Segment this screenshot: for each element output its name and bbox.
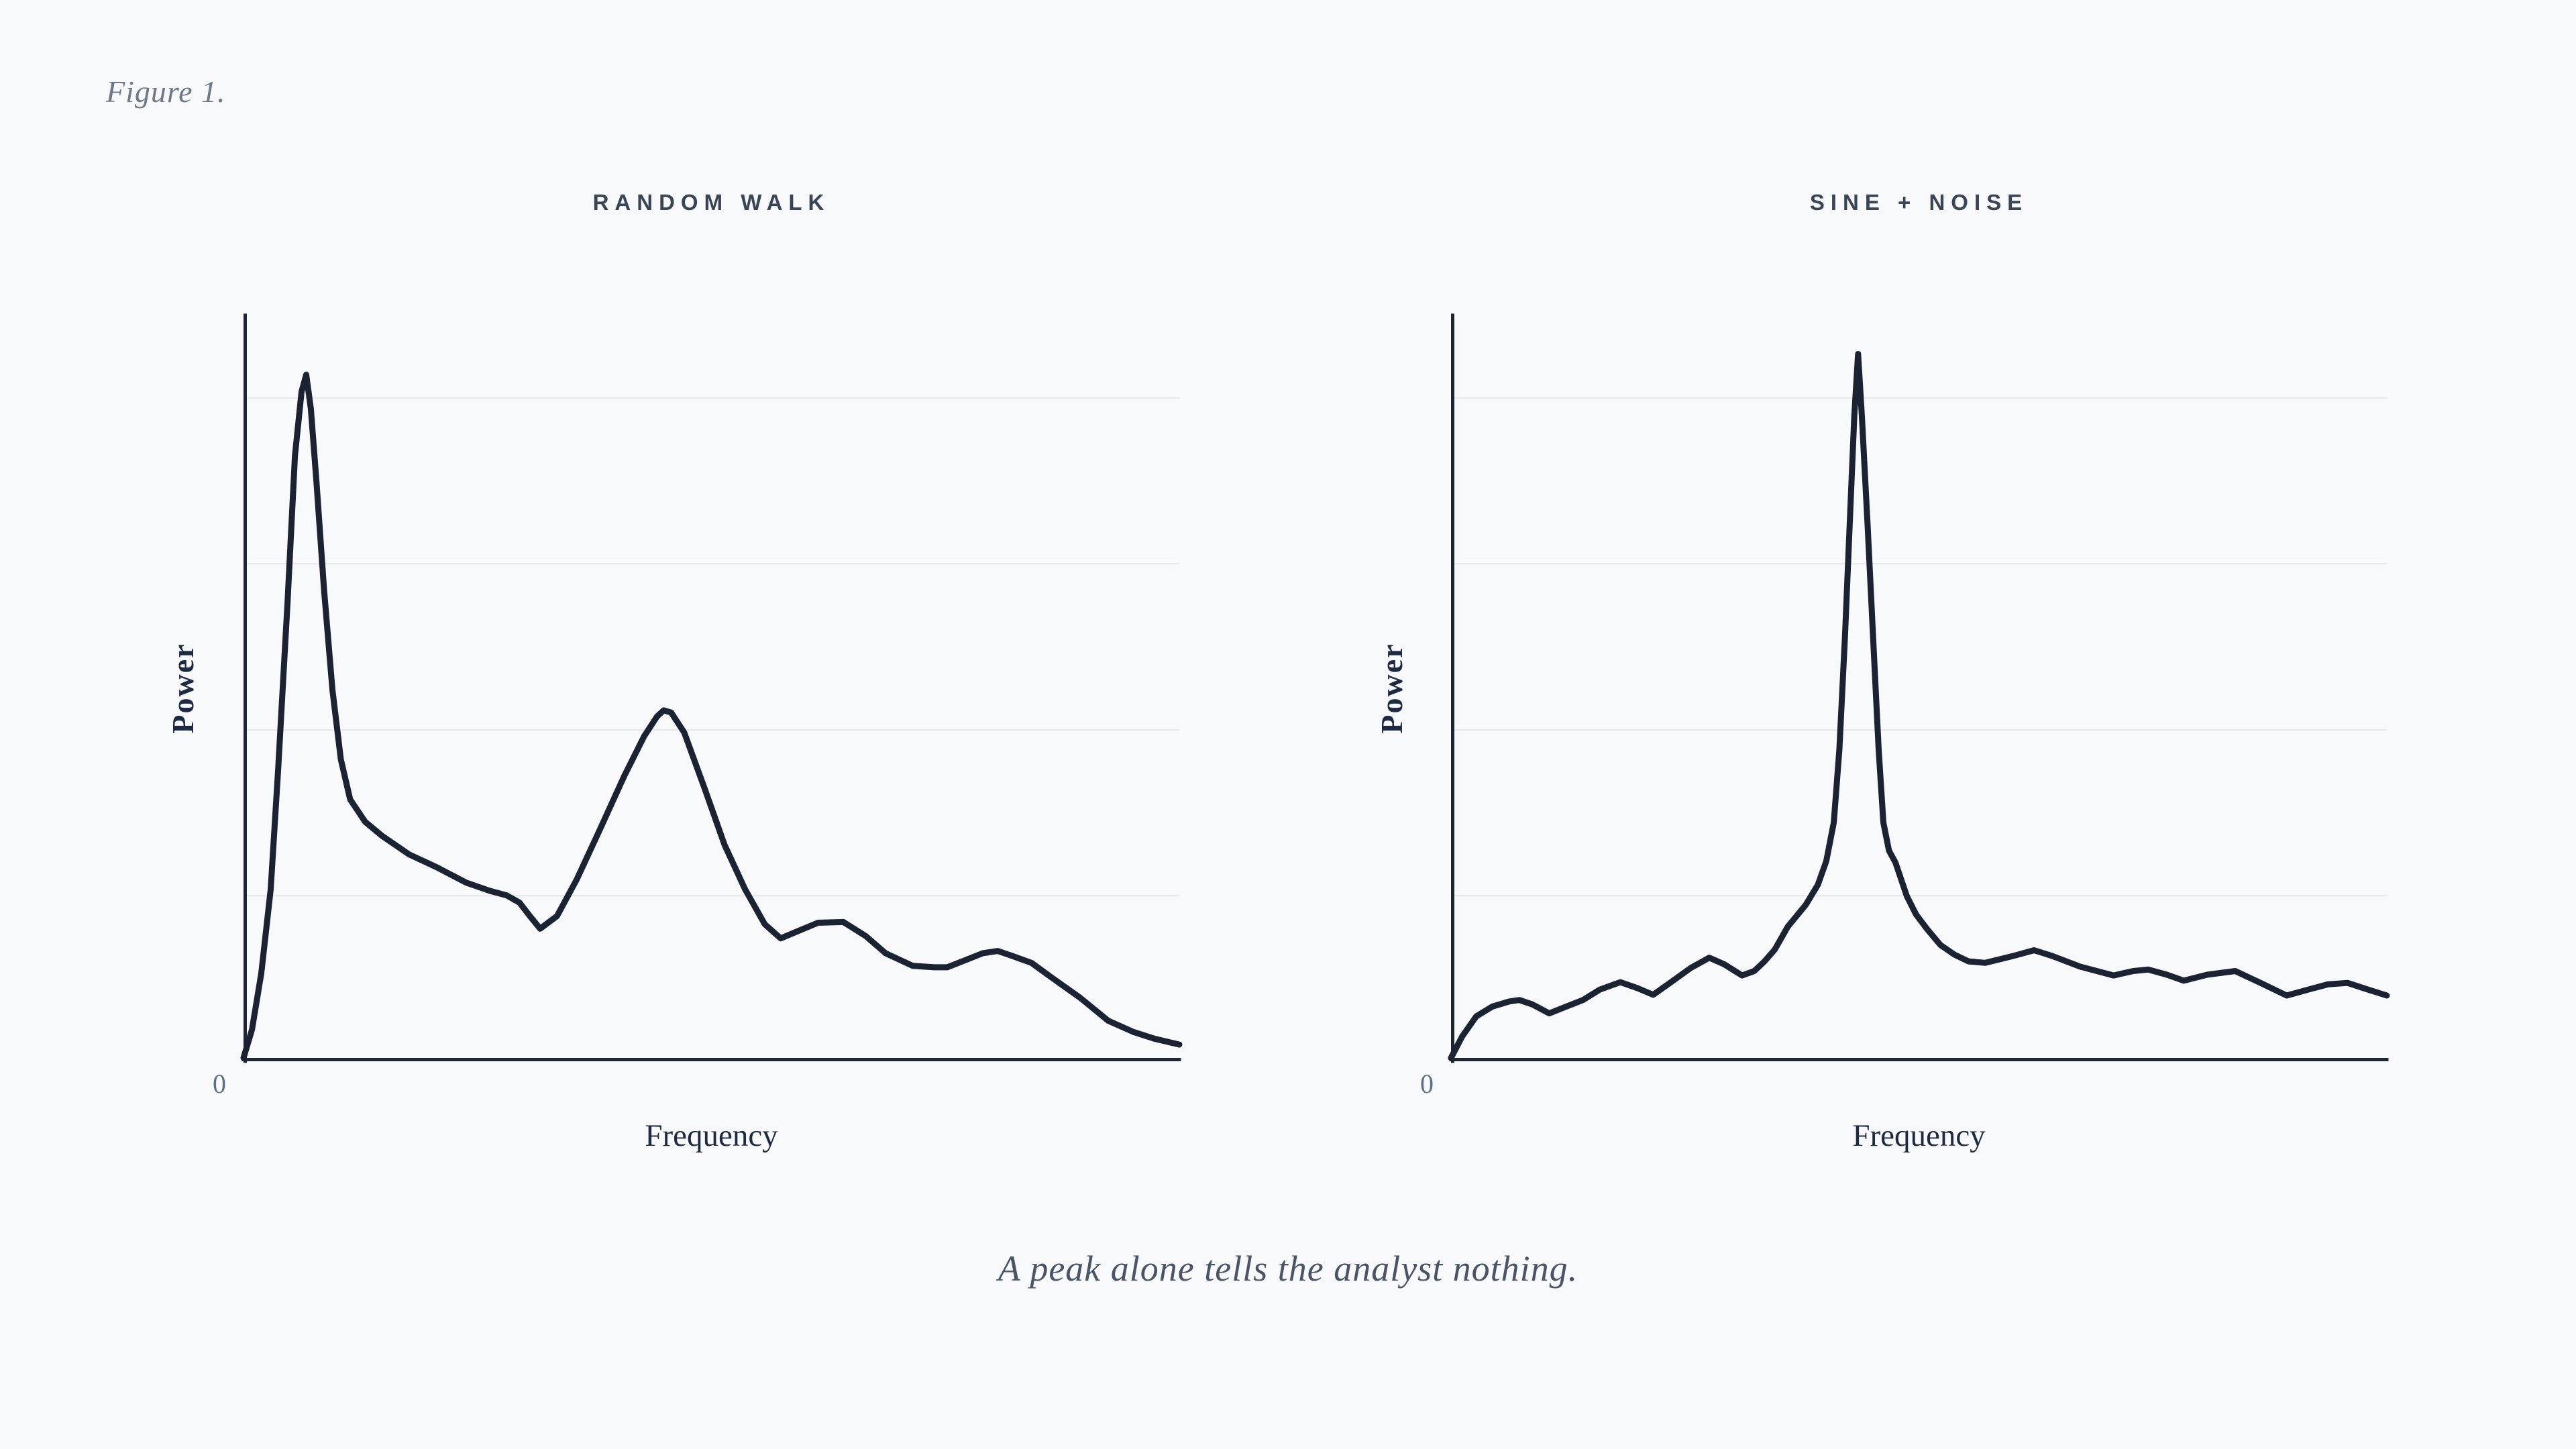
x-axis-label-frequency-right: Frequency xyxy=(1852,1118,1986,1153)
x-tick-zero-right: 0 xyxy=(1420,1069,1434,1099)
figure-label: Figure 1. xyxy=(106,74,226,109)
spectrum-curve xyxy=(1448,351,2390,1061)
figure-caption: A peak alone tells the analyst nothing. xyxy=(998,1248,1578,1289)
chart-title-random-walk: RANDOM WALK xyxy=(592,190,830,215)
y-axis-label-power-left: Power xyxy=(166,643,200,734)
random-walk-plot xyxy=(240,313,1183,1063)
chart-title-sine-noise: SINE + NOISE xyxy=(1809,190,2029,215)
sine-noise-plot xyxy=(1448,313,2390,1063)
spectrum-curve xyxy=(240,372,1183,1061)
x-axis-label-frequency-left: Frequency xyxy=(645,1118,778,1153)
y-axis-label-power-right: Power xyxy=(1375,643,1409,734)
x-tick-zero-left: 0 xyxy=(213,1069,226,1099)
